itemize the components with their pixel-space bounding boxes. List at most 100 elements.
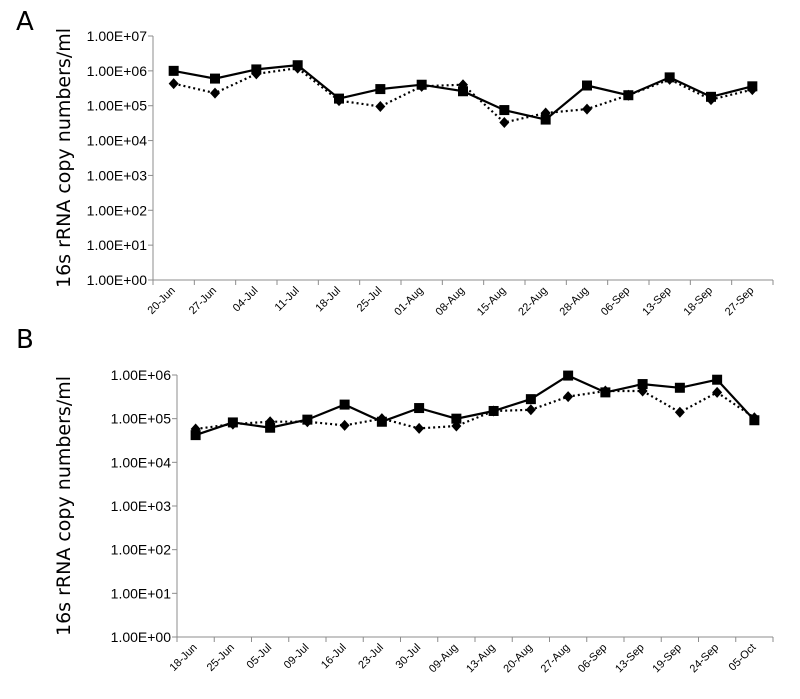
data-point-diamond bbox=[302, 416, 313, 428]
data-point-square bbox=[190, 430, 201, 441]
data-point-diamond bbox=[416, 80, 427, 92]
data-point-diamond bbox=[265, 416, 276, 428]
y-tick-label: 1.00E+00 bbox=[111, 629, 172, 645]
data-point-square bbox=[674, 382, 685, 393]
y-tick-label: 1.00E+05 bbox=[87, 98, 148, 114]
data-point-diamond bbox=[376, 413, 387, 425]
chart-panel-b: B 16s rRNA copy numbers/ml 1.00E+00 1.00E+0… bbox=[16, 325, 774, 676]
y-tick-label: 1.00E+06 bbox=[111, 367, 172, 383]
data-point-square bbox=[458, 86, 468, 97]
x-tick-label: 04-Jul bbox=[231, 285, 261, 315]
x-tick-label: 22-Aug bbox=[516, 285, 550, 319]
data-point-diamond bbox=[251, 68, 262, 80]
data-point-square bbox=[525, 394, 536, 405]
y-tick-label: 1.00E+04 bbox=[111, 454, 172, 470]
x-tick-label: 06-Sep bbox=[576, 642, 610, 676]
y-tick-label: 1.00E+04 bbox=[87, 133, 148, 149]
y-tick-label: 1.00E+06 bbox=[87, 63, 148, 79]
data-point-diamond bbox=[706, 94, 716, 106]
data-point-square bbox=[451, 413, 462, 424]
data-point-diamond bbox=[292, 62, 303, 74]
x-tick-label: 15-Aug bbox=[475, 285, 509, 319]
data-point-diamond bbox=[499, 116, 510, 128]
data-point-diamond bbox=[339, 419, 350, 431]
x-tick-label: 23-Jul bbox=[356, 642, 386, 672]
series-line-diamond bbox=[195, 389, 756, 431]
x-tick-label: 20-Jun bbox=[146, 285, 178, 317]
data-point-diamond bbox=[582, 103, 592, 115]
x-tick-label: 09-Aug bbox=[427, 642, 461, 676]
data-point-square bbox=[499, 105, 510, 116]
x-tick-label: 13-Sep bbox=[640, 285, 674, 319]
x-tick-label: 16-Jul bbox=[319, 642, 349, 672]
y-tick-label: 1.00E+00 bbox=[87, 272, 148, 288]
x-tick-label: 18-Jun bbox=[167, 642, 199, 674]
data-point-square bbox=[375, 84, 386, 95]
y-tick-label: 1.00E+02 bbox=[111, 542, 172, 558]
data-point-diamond bbox=[488, 405, 499, 417]
y-tick-label: 1.00E+07 bbox=[87, 28, 148, 44]
data-point-diamond bbox=[712, 386, 723, 398]
data-point-square bbox=[339, 399, 350, 410]
x-tick-label: 09-Jul bbox=[282, 642, 312, 672]
x-tick-label: 27-Sep bbox=[723, 285, 757, 319]
data-point-square bbox=[168, 65, 179, 76]
x-tick-label: 25-Jul bbox=[355, 285, 385, 315]
data-point-square bbox=[563, 370, 574, 381]
data-point-diamond bbox=[623, 89, 634, 101]
y-tick-label: 1.00E+03 bbox=[111, 498, 172, 514]
data-point-diamond bbox=[168, 78, 179, 90]
x-tick-label: 30-Jul bbox=[394, 642, 424, 672]
chart-panel-a: A 16s rRNA copy numbers/ml 1.00E+00 1.00E+0… bbox=[16, 7, 774, 319]
x-tick-label: 05-Oct bbox=[727, 642, 759, 674]
series-line-square bbox=[195, 374, 756, 437]
y-axis-label: 16s rRNA copy numbers/ml bbox=[53, 376, 75, 636]
y-tick-label: 1.00E+01 bbox=[111, 585, 172, 601]
x-tick-label: 24-Sep bbox=[688, 642, 722, 676]
data-point-diamond bbox=[664, 73, 675, 85]
x-tick-label: 25-Jun bbox=[205, 642, 237, 674]
data-point-diamond bbox=[414, 422, 425, 434]
data-point-square bbox=[712, 374, 723, 385]
x-tick-label: 13-Sep bbox=[613, 642, 647, 676]
y-tick-label: 1.00E+03 bbox=[87, 167, 148, 183]
data-point-diamond bbox=[334, 95, 344, 107]
panel-letter: B bbox=[16, 325, 34, 355]
x-tick-label: 06-Sep bbox=[599, 285, 633, 319]
data-point-diamond bbox=[210, 87, 220, 99]
data-point-square bbox=[540, 114, 551, 125]
x-tick-label: 27-Jun bbox=[187, 285, 219, 317]
y-tick-label: 1.00E+01 bbox=[87, 237, 148, 253]
data-point-diamond bbox=[227, 418, 238, 430]
data-point-diamond bbox=[747, 84, 758, 96]
panel-letter: A bbox=[16, 7, 34, 37]
y-axis-label: 16s rRNA copy numbers/ml bbox=[53, 28, 75, 288]
data-point-diamond bbox=[451, 420, 462, 432]
x-tick-label: 18-Sep bbox=[682, 285, 716, 319]
x-tick-label: 11-Jul bbox=[273, 285, 302, 314]
y-tick-label: 1.00E+02 bbox=[87, 202, 148, 218]
x-tick-label: 27-Aug bbox=[539, 642, 573, 676]
data-point-diamond bbox=[600, 385, 611, 397]
data-point-diamond bbox=[674, 406, 685, 418]
data-point-square bbox=[637, 379, 648, 390]
x-tick-label: 28-Aug bbox=[558, 285, 592, 319]
y-tick-label: 1.00E+05 bbox=[111, 411, 172, 427]
x-tick-label: 18-Jul bbox=[313, 285, 343, 315]
data-point-diamond bbox=[540, 107, 551, 119]
x-tick-label: 05-Jul bbox=[245, 642, 275, 672]
x-tick-label: 20-Aug bbox=[501, 642, 535, 676]
data-point-diamond bbox=[637, 385, 648, 397]
data-point-square bbox=[210, 73, 220, 84]
x-tick-label: 01-Aug bbox=[392, 285, 426, 319]
data-point-diamond bbox=[375, 100, 386, 112]
x-tick-label: 13-Aug bbox=[464, 642, 498, 676]
data-point-square bbox=[414, 403, 425, 414]
x-tick-label: 08-Aug bbox=[434, 285, 468, 319]
data-point-square bbox=[265, 422, 276, 433]
x-tick-label: 19-Sep bbox=[650, 642, 684, 676]
data-point-square bbox=[582, 80, 592, 91]
data-point-diamond bbox=[563, 391, 574, 403]
data-point-diamond bbox=[749, 412, 760, 424]
